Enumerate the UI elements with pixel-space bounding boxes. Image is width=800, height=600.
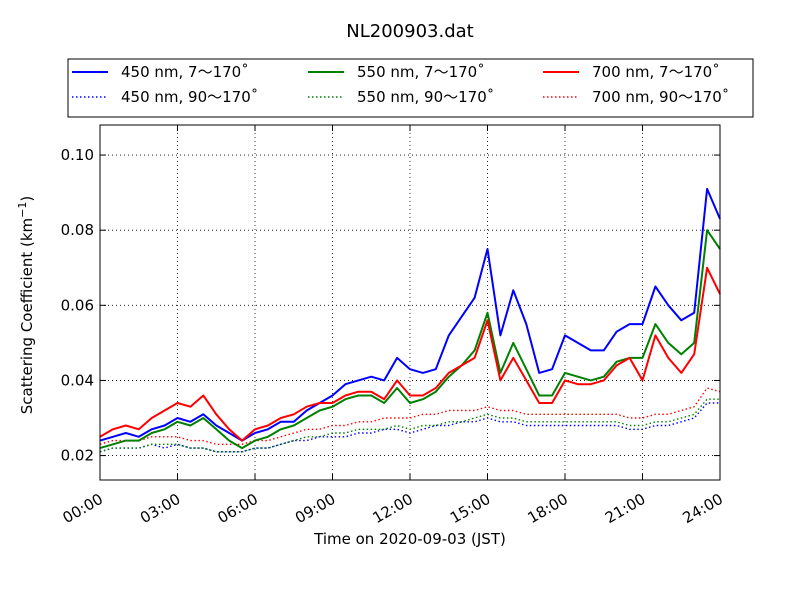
chart-title: NL200903.dat: [346, 21, 473, 42]
y-axis-label-sup: −1: [16, 202, 29, 218]
y-axis-label-end: ): [18, 196, 36, 202]
legend-label-0: 450 nm, 7～170˚: [121, 63, 249, 81]
legend-label-1: 450 nm, 90～170˚: [121, 88, 258, 106]
legend-label-3: 550 nm, 90～170˚: [357, 88, 494, 106]
y-axis-label: Scattering Coefficient (km−1): [16, 196, 36, 415]
legend: 450 nm, 7～170˚ 550 nm, 7～170˚ 700 nm, 7～17…: [68, 59, 753, 117]
y-tick-label: 0.04: [61, 371, 94, 389]
y-tick-label: 0.08: [61, 221, 94, 239]
legend-label-4: 700 nm, 7～170˚: [592, 63, 720, 81]
x-axis-label: Time on 2020-09-03 (JST): [313, 530, 506, 548]
y-axis-label-main: Scattering Coefficient (km: [18, 218, 36, 414]
y-tick-label: 0.10: [61, 146, 94, 164]
y-tick-label: 0.06: [61, 296, 94, 314]
chart: NL200903.dat 00:00 03:00 06:00 09:00 12:00 15…: [0, 0, 800, 600]
y-tick-label: 0.02: [61, 447, 94, 465]
legend-label-5: 700 nm, 90～170˚: [592, 88, 729, 106]
legend-label-2: 550 nm, 7～170˚: [357, 63, 485, 81]
